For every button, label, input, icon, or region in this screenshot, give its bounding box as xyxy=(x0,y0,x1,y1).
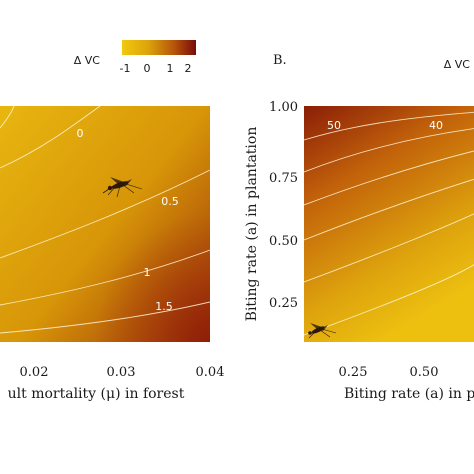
panel-b-x-axis-label: Biting rate (a) in p xyxy=(344,386,474,402)
panel-a-contour-labels: 0 0.5 1 1.5 xyxy=(77,127,179,313)
contour-line xyxy=(304,178,474,241)
y-tick-label: 0.25 xyxy=(269,296,298,311)
legend-tick-label: -1 xyxy=(120,62,131,75)
contour-label: 1 xyxy=(144,266,151,279)
panel-b-heatmap xyxy=(304,106,474,342)
contour-label: 0.5 xyxy=(161,195,179,208)
contour-line xyxy=(304,264,474,336)
contour-label: 50 xyxy=(327,119,341,132)
panel-b-contours xyxy=(304,111,474,336)
panel-a-contours xyxy=(0,106,210,334)
panel-a-x-axis-label: ult mortality (μ) in forest xyxy=(8,386,185,402)
contour-label: 1.5 xyxy=(155,300,173,313)
legend-tick-label: 1 xyxy=(167,62,174,75)
contour-line xyxy=(304,111,474,141)
panel-b-y-axis-label: Biting rate (a) in plantation xyxy=(244,127,260,322)
contour-line-1 xyxy=(0,249,210,306)
contour-line-0.5 xyxy=(0,169,210,259)
contour-line xyxy=(304,150,474,206)
contour-line xyxy=(304,128,474,173)
panel-b-contour-labels: 50 40 xyxy=(327,119,443,132)
contour-line-0 xyxy=(0,106,101,169)
mosquito-icon xyxy=(102,177,143,198)
x-tick-label: 0.03 xyxy=(107,365,136,380)
panel-b-x-ticks: 0.25 0.50 xyxy=(339,365,439,380)
x-tick-label: 0.25 xyxy=(339,365,368,380)
panel-a: 0 0.5 1 1.5 0.02 0.03 0.04 ult mortality (μ) … xyxy=(0,106,224,402)
legend-ticks: -1 0 1 2 xyxy=(120,62,192,75)
legend-tick-label: 2 xyxy=(185,62,192,75)
contour-label: 40 xyxy=(429,119,443,132)
contour-line xyxy=(304,213,474,283)
panel-b-label: B. xyxy=(273,53,287,68)
y-tick-label: 0.50 xyxy=(269,234,298,249)
x-tick-label: 0.50 xyxy=(410,365,439,380)
mosquito-icon xyxy=(308,323,337,339)
contour-label: 0 xyxy=(77,127,84,140)
y-tick-label: 0.75 xyxy=(269,171,298,186)
panel-a-x-ticks: 0.02 0.03 0.04 xyxy=(20,365,225,380)
y-tick-label: 1.00 xyxy=(269,100,298,115)
panel-a-heatmap-shade xyxy=(0,106,210,342)
legend-colorbar xyxy=(122,40,196,55)
legend-tick-label: 0 xyxy=(144,62,151,75)
contour-line xyxy=(0,106,15,129)
panel-b: B. Δ VC 50 40 1.00 0.75 0.50 0.25 0.25 0.50 B… xyxy=(244,53,474,402)
contour-line-1.5 xyxy=(0,301,210,334)
legend-title: Δ VC xyxy=(74,54,101,67)
panel-b-legend-title: Δ VC xyxy=(444,58,471,71)
color-legend: Δ VC -1 0 1 2 xyxy=(74,40,196,75)
x-tick-label: 0.02 xyxy=(20,365,49,380)
panel-b-y-ticks: 1.00 0.75 0.50 0.25 xyxy=(269,100,298,311)
x-tick-label: 0.04 xyxy=(196,365,225,380)
